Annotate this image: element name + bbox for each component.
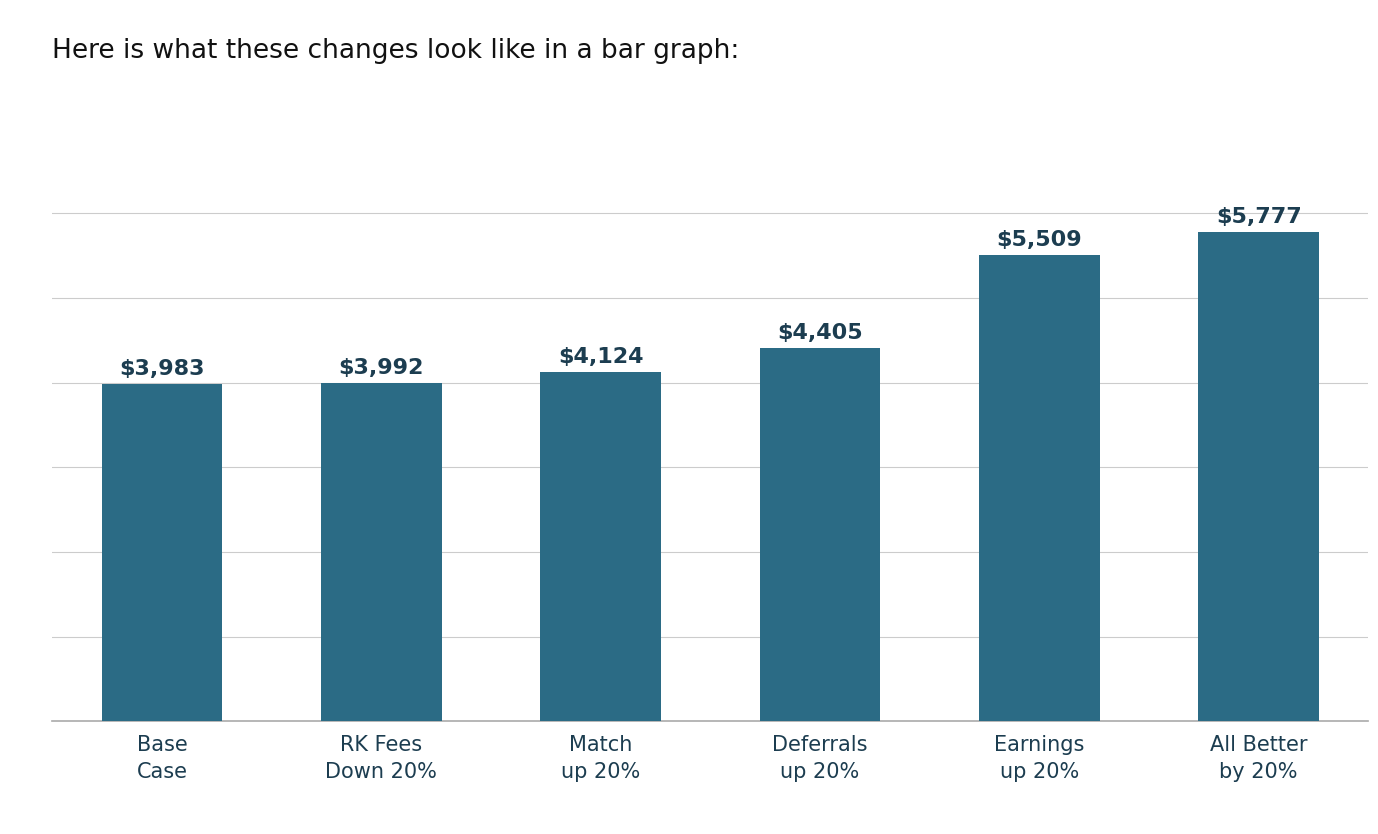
Text: $5,777: $5,777 [1215, 207, 1302, 227]
Text: $4,124: $4,124 [558, 347, 644, 367]
Bar [102, 384, 222, 721]
Text: $5,509: $5,509 [996, 230, 1082, 250]
Text: $3,983: $3,983 [120, 359, 205, 379]
Bar [1199, 233, 1319, 721]
Bar [321, 384, 442, 721]
Bar [540, 372, 661, 721]
Text: $3,992: $3,992 [339, 359, 424, 379]
Text: $4,405: $4,405 [777, 324, 863, 344]
Text: The Math of Retirement Outcomes – Monthly Income at 67: The Math of Retirement Outcomes – Monthl… [209, 100, 1211, 129]
Bar [759, 349, 881, 721]
Bar [978, 255, 1100, 721]
Text: Here is what these changes look like in a bar graph:: Here is what these changes look like in … [52, 38, 740, 63]
